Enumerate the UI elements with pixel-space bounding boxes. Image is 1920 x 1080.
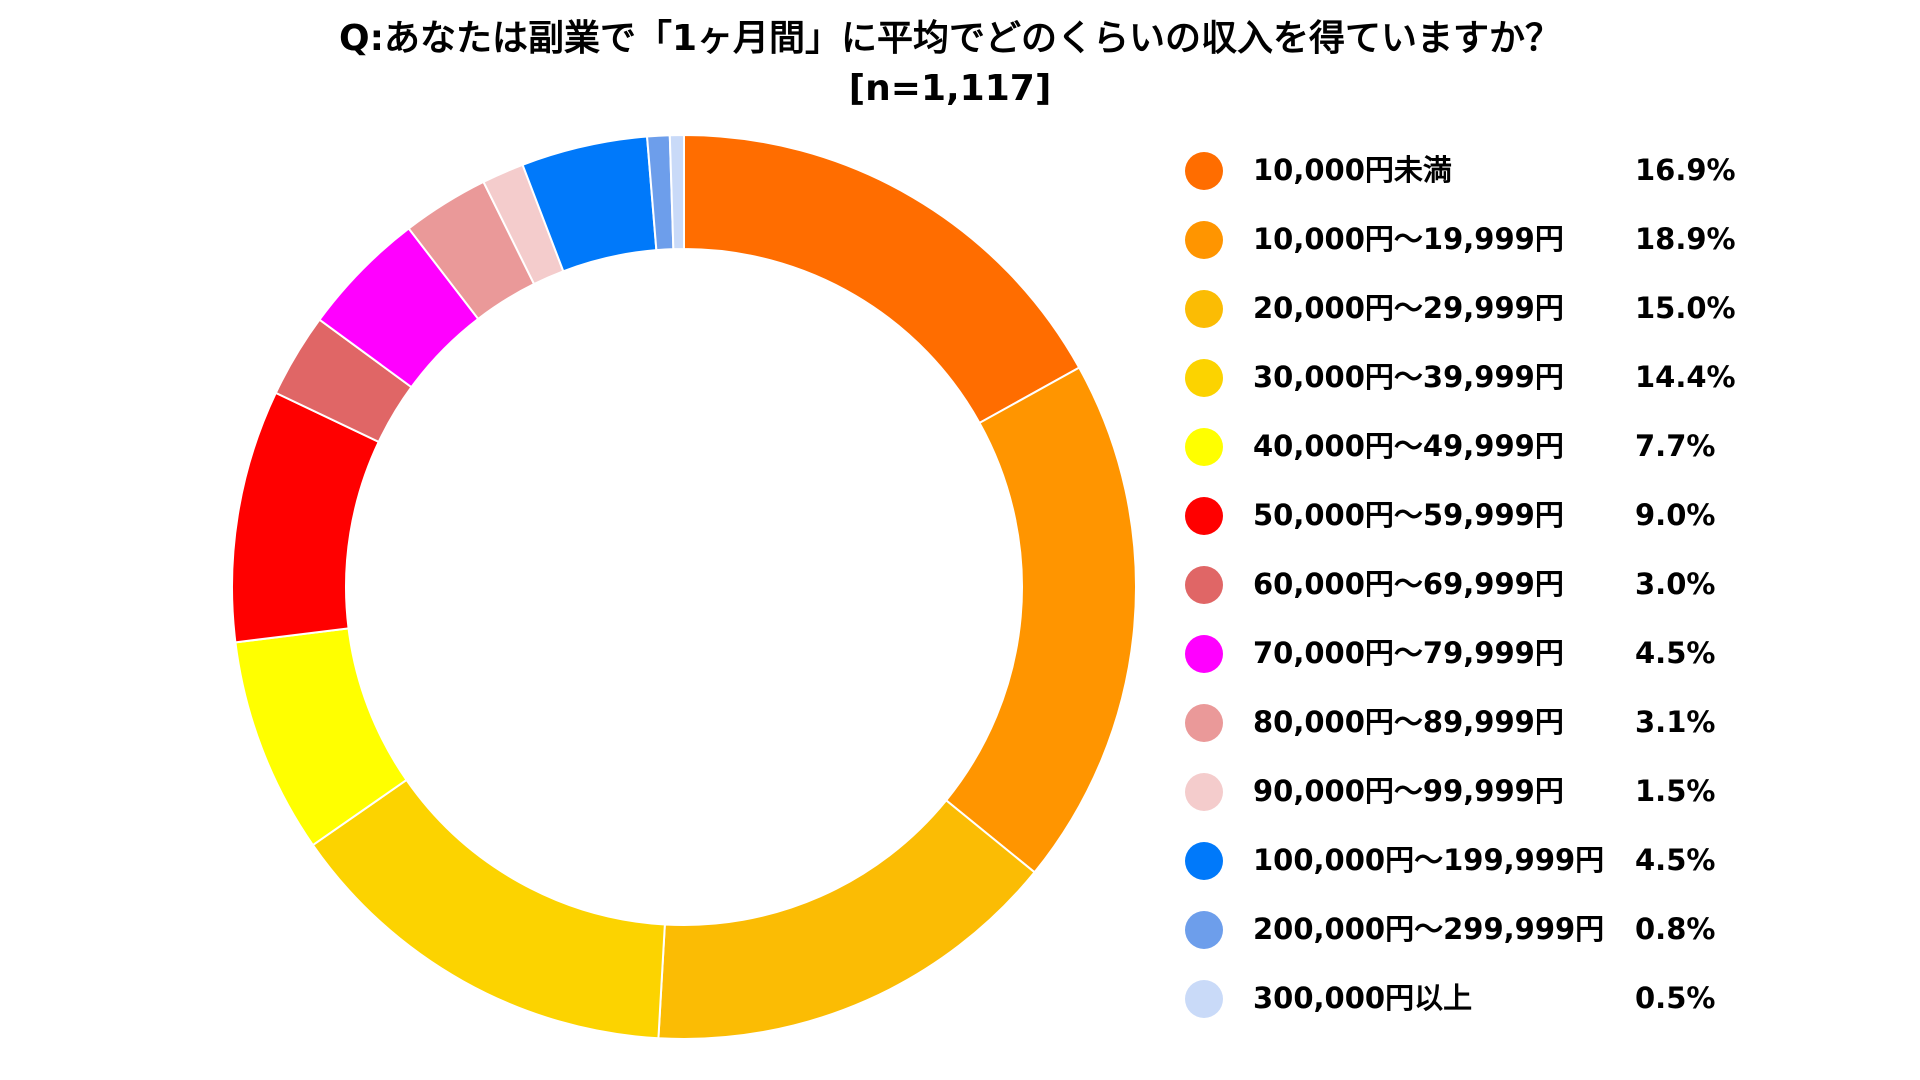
- legend-color-dot: [1185, 635, 1223, 673]
- legend-value: 16.9%: [1635, 153, 1736, 187]
- legend-value: 0.8%: [1635, 912, 1716, 946]
- legend-value: 3.0%: [1635, 567, 1716, 601]
- legend-color-dot: [1185, 290, 1223, 328]
- legend-label: 300,000円以上: [1253, 981, 1473, 1015]
- legend-value: 4.5%: [1635, 636, 1716, 670]
- donut-slice: [311, 778, 666, 1040]
- legend-value: 7.7%: [1635, 429, 1716, 463]
- legend-label: 10,000円〜19,999円: [1253, 222, 1564, 256]
- legend-color-dot: [1185, 359, 1223, 397]
- legend-item: 70,000円〜79,999円 4.5%: [1185, 623, 1745, 692]
- legend-label: 90,000円〜99,999円: [1253, 774, 1564, 808]
- chart-subtitle: [n=1,117]: [848, 68, 1052, 109]
- legend-color-dot: [1185, 911, 1223, 949]
- legend-color-dot: [1185, 842, 1223, 880]
- legend-item: 60,000円〜69,999円 3.0%: [1185, 554, 1745, 623]
- legend-color-dot: [1185, 428, 1223, 466]
- legend-value: 1.5%: [1635, 774, 1716, 808]
- legend-value: 0.5%: [1635, 981, 1716, 1015]
- legend-item: 30,000円〜39,999円 14.4%: [1185, 347, 1745, 416]
- legend-color-dot: [1185, 221, 1223, 259]
- legend-color-dot: [1185, 704, 1223, 742]
- chart-title-block: Q:あなたは副業で「1ヶ月間」に平均でどのくらいの収入を得ていますか？ [n=1…: [0, 14, 1920, 114]
- legend-value: 9.0%: [1635, 498, 1716, 532]
- legend-color-dot: [1185, 566, 1223, 604]
- legend-label: 80,000円〜89,999円: [1253, 705, 1564, 739]
- legend-color-dot: [1185, 773, 1223, 811]
- legend-label: 30,000円〜39,999円: [1253, 360, 1564, 394]
- legend-value: 14.4%: [1635, 360, 1736, 394]
- donut-slice: [944, 366, 1137, 874]
- legend-label: 50,000円〜59,999円: [1253, 498, 1564, 532]
- legend-item: 10,000円未満 16.9%: [1185, 140, 1745, 209]
- legend-label: 20,000円〜29,999円: [1253, 291, 1564, 325]
- chart-title: Q:あなたは副業で「1ヶ月間」に平均でどのくらいの収入を得ていますか？: [338, 18, 1562, 59]
- donut-slice: [668, 133, 685, 251]
- legend-value: 18.9%: [1635, 222, 1736, 256]
- legend-item: 100,000円〜199,999円 4.5%: [1185, 830, 1745, 899]
- legend-item: 40,000円〜49,999円 7.7%: [1185, 416, 1745, 485]
- legend-label: 40,000円〜49,999円: [1253, 429, 1564, 463]
- legend-color-dot: [1185, 980, 1223, 1018]
- legend-value: 3.1%: [1635, 705, 1716, 739]
- legend-value: 15.0%: [1635, 291, 1736, 325]
- donut-slice: [683, 133, 1081, 425]
- legend-label: 70,000円〜79,999円: [1253, 636, 1564, 670]
- legend-label: 100,000円〜199,999円: [1253, 843, 1605, 877]
- legend-label: 200,000円〜299,999円: [1253, 912, 1605, 946]
- legend-value: 4.5%: [1635, 843, 1716, 877]
- legend-item: 300,000円以上 0.5%: [1185, 968, 1745, 1037]
- legend-item: 20,000円〜29,999円 15.0%: [1185, 278, 1745, 347]
- legend-item: 10,000円〜19,999円 18.9%: [1185, 209, 1745, 278]
- legend-label: 60,000円〜69,999円: [1253, 567, 1564, 601]
- legend-item: 50,000円〜59,999円 9.0%: [1185, 485, 1745, 554]
- legend-item: 90,000円〜99,999円 1.5%: [1185, 761, 1745, 830]
- chart-legend: 10,000円未満 16.9% 10,000円〜19,999円 18.9% 20,000…: [1185, 140, 1745, 1037]
- donut-slice: [657, 798, 1036, 1040]
- legend-item: 80,000円〜89,999円 3.1%: [1185, 692, 1745, 761]
- legend-color-dot: [1185, 152, 1223, 190]
- legend-color-dot: [1185, 497, 1223, 535]
- legend-item: 200,000円〜299,999円 0.8%: [1185, 899, 1745, 968]
- legend-label: 10,000円未満: [1253, 153, 1452, 187]
